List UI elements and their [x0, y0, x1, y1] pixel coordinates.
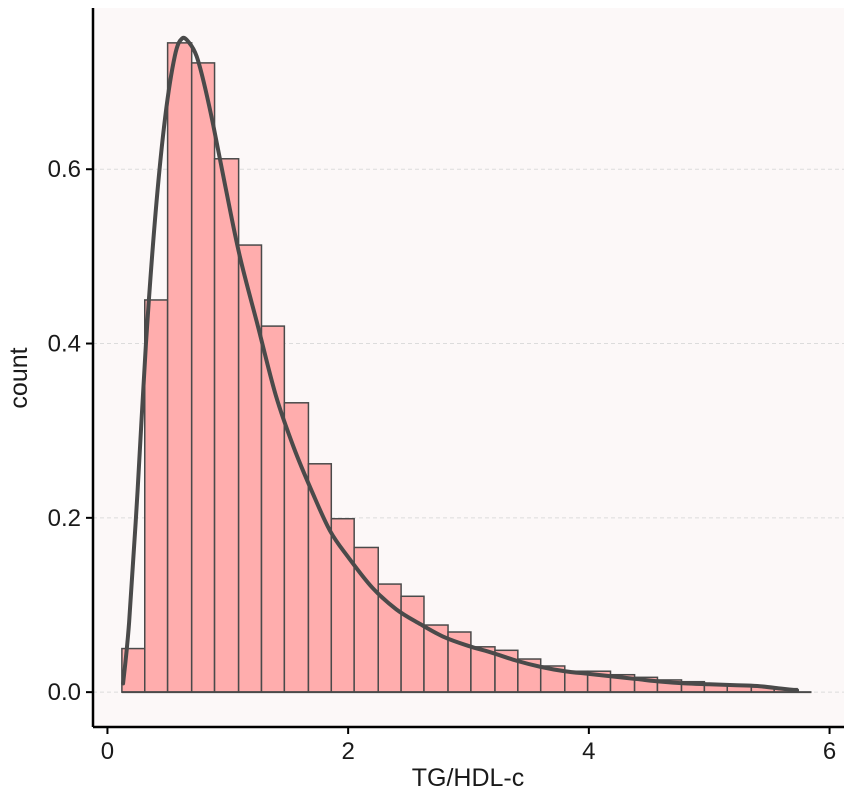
x-axis-title: TG/HDL-c [412, 764, 525, 792]
x-tick-label: 2 [341, 738, 354, 765]
histogram-bar [400, 595, 425, 693]
y-axis-title: count [5, 347, 33, 408]
density-curve [121, 35, 800, 693]
y-tick-label: 0.2 [48, 505, 81, 532]
histogram-bar [144, 299, 169, 693]
histogram-bar [166, 42, 193, 693]
histogram-bar [330, 517, 355, 693]
y-tick-label: 0.0 [48, 679, 81, 706]
x-tick-label: 4 [582, 738, 595, 765]
y-axis-ticks: 0.0 0.2 0.4 0.6 [48, 156, 93, 706]
x-tick-label: 6 [823, 738, 836, 765]
histogram-bar [190, 62, 216, 693]
histogram-bar [307, 463, 333, 693]
x-tick-label: 0 [101, 738, 114, 765]
histogram-bar [283, 402, 310, 693]
x-axis-ticks: 0 2 4 6 [101, 727, 836, 765]
y-tick-label: 0.6 [48, 156, 81, 183]
histogram-bar [377, 583, 402, 693]
y-tick-label: 0.4 [48, 331, 81, 358]
histogram-bar [237, 244, 263, 693]
